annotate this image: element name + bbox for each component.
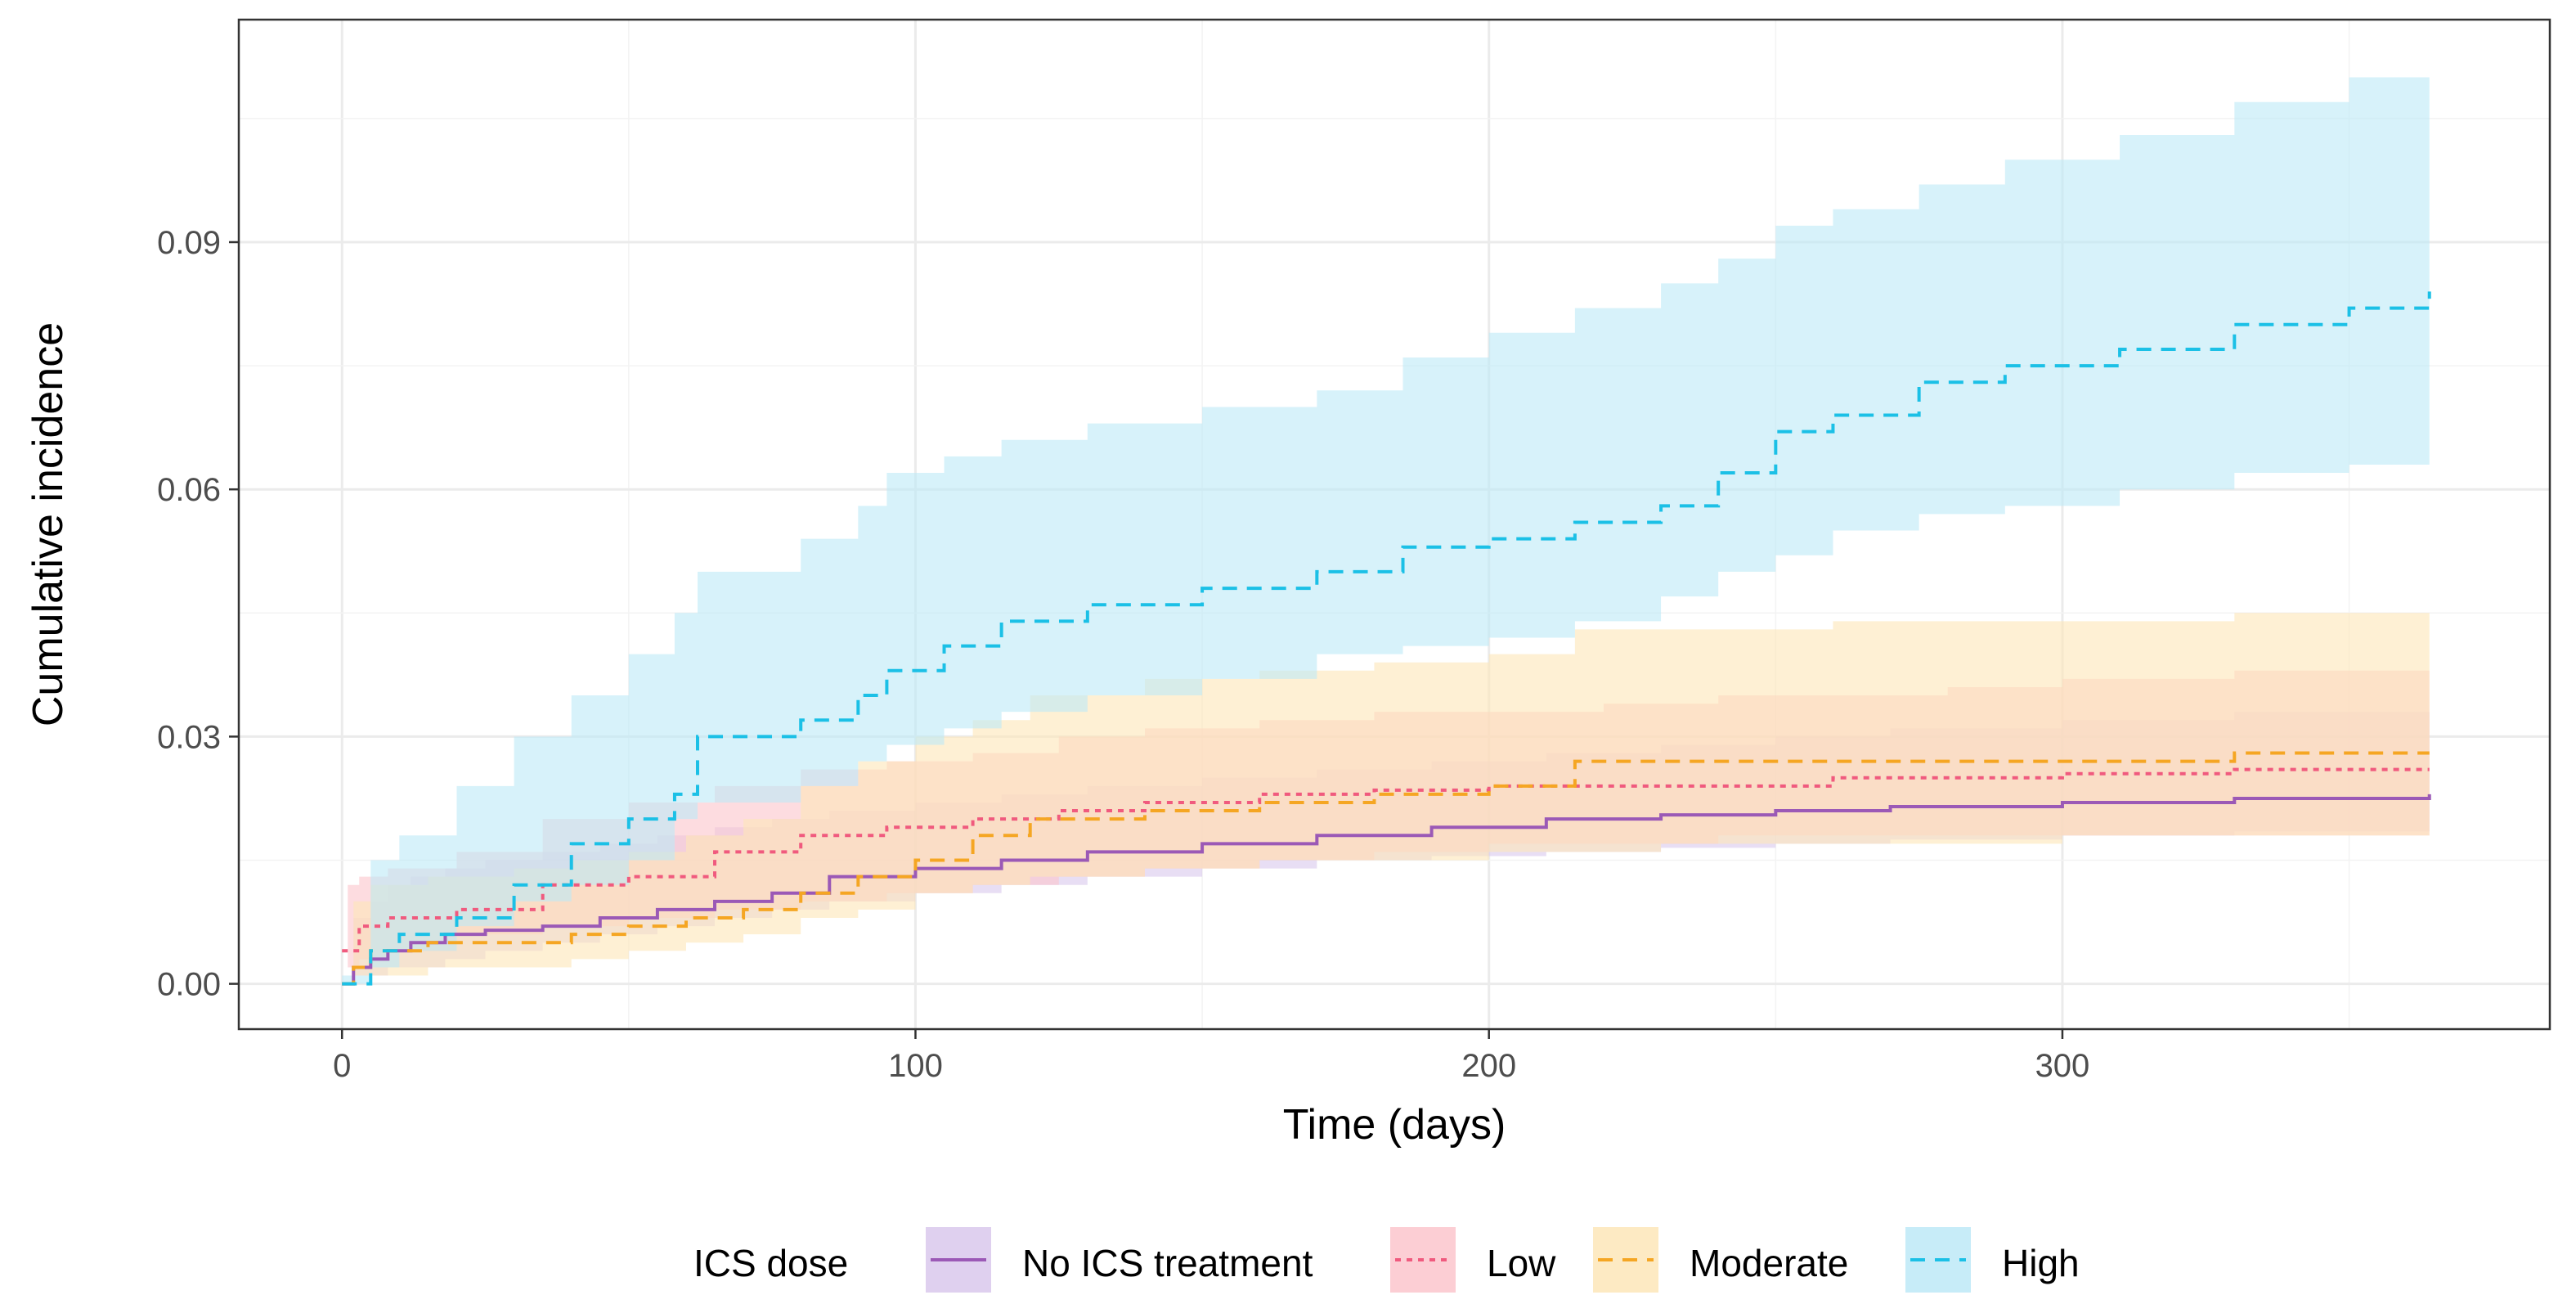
line-no-ics-treatment — [342, 794, 2431, 986]
legend-label-no-ics-treatment: No ICS treatment — [1022, 1242, 1313, 1284]
line-low — [342, 767, 2430, 953]
legend-label-moderate: Moderate — [1690, 1242, 1848, 1284]
legend: ICS dose No ICS treatment Low Moderate High — [693, 1227, 2080, 1293]
y-tick-label: 0.03 — [157, 719, 221, 755]
line-moderate — [342, 751, 2430, 986]
incidence-lines — [342, 291, 2431, 986]
legend-items: No ICS treatment Low Moderate High — [926, 1227, 2080, 1293]
plot-panel-border — [237, 18, 2551, 1031]
y-tick-label: 0.09 — [157, 225, 221, 261]
y-tick-label: 0.06 — [157, 472, 221, 508]
y-axis-ticks: 0.00 0.03 0.06 0.09 — [157, 225, 239, 1003]
x-tick-label: 0 — [333, 1048, 351, 1084]
legend-label-high: High — [2002, 1242, 2080, 1284]
y-tick-label: 0.00 — [157, 967, 221, 1003]
x-tick-label: 200 — [1461, 1048, 1516, 1084]
line-high — [342, 291, 2431, 986]
band-moderate — [342, 613, 2430, 984]
x-tick-label: 100 — [888, 1048, 943, 1084]
x-tick-label: 300 — [2035, 1048, 2090, 1084]
confidence-bands — [342, 61, 2430, 984]
legend-title: ICS dose — [693, 1242, 848, 1284]
legend-label-low: Low — [1487, 1242, 1556, 1284]
y-axis-title: Cumulative incidence — [25, 322, 72, 726]
x-axis-ticks: 0 100 200 300 — [333, 1029, 2089, 1084]
x-axis-title: Time (days) — [1283, 1101, 1506, 1149]
band-high — [342, 61, 2430, 984]
